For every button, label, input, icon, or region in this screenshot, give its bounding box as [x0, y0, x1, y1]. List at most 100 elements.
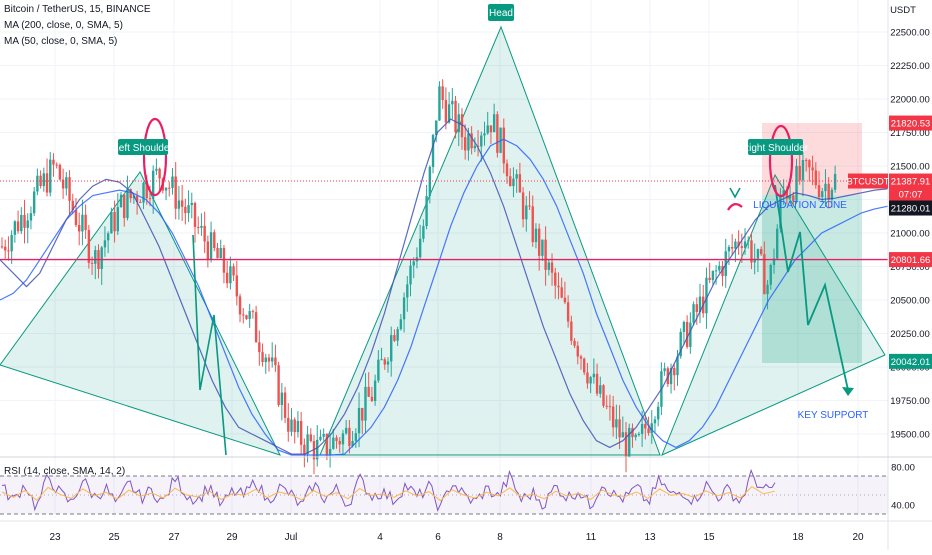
candle-body — [695, 304, 698, 312]
right-shoulder-badge-bg — [748, 139, 803, 155]
candle-body — [492, 114, 496, 133]
candle-body — [71, 200, 74, 210]
candle-body — [592, 373, 596, 378]
candle-body — [319, 436, 322, 440]
candle-body — [611, 406, 615, 428]
liquidation-zone-label: LIQUIDATION ZONE — [753, 200, 847, 211]
candle-body — [515, 174, 518, 179]
candle-body — [483, 133, 486, 136]
candle-body — [412, 261, 415, 266]
candle-body — [65, 177, 68, 189]
candle-body — [431, 134, 435, 167]
candle-body — [489, 125, 493, 133]
y-tick-label: 22000.00 — [890, 95, 930, 106]
price-tag — [889, 173, 932, 189]
candle-body — [824, 183, 827, 192]
candle-body — [13, 221, 17, 235]
candle-body — [274, 357, 277, 366]
candle-body — [132, 195, 136, 199]
candle-body — [270, 357, 274, 362]
candle-body — [84, 214, 87, 231]
candle-body — [467, 133, 470, 151]
candle-body — [821, 191, 824, 198]
candle-body — [361, 407, 364, 421]
candle-body — [26, 220, 29, 228]
rsi-sma-line — [1, 485, 776, 502]
ma200-legend: MA (200, close, 0, SMA, 5) — [4, 20, 123, 31]
candle-body — [669, 368, 673, 385]
candle-body — [460, 114, 464, 138]
candle-body — [232, 266, 235, 276]
candle-body — [390, 335, 393, 362]
candle-body — [737, 241, 740, 247]
candle-body — [618, 419, 621, 438]
candle-body — [830, 189, 834, 200]
candle-body — [624, 432, 628, 457]
candle-body — [422, 226, 425, 239]
candle-body — [348, 427, 351, 446]
candle-body — [216, 248, 219, 259]
candle-body — [833, 173, 837, 190]
candle-body — [518, 174, 522, 193]
symbol-legend: Bitcoin / TetherUS, 15, BINANCE — [4, 4, 151, 15]
candle-body — [45, 173, 49, 193]
candle-body — [174, 176, 177, 209]
candle-body — [560, 287, 563, 298]
candle-body — [248, 311, 251, 319]
candle-body — [776, 228, 779, 259]
candle-body — [811, 167, 814, 171]
candle-body — [383, 359, 386, 365]
candle-body — [782, 190, 785, 197]
candle-body — [155, 168, 158, 171]
candle-body — [402, 297, 406, 320]
candle-body — [644, 423, 647, 429]
candle-body — [554, 272, 557, 286]
candle-body — [177, 200, 181, 209]
y-tick-label: 20750.00 — [890, 262, 930, 273]
candle-body — [129, 189, 132, 199]
candle-body — [242, 314, 245, 316]
liquidation-zone-box — [762, 123, 862, 195]
price-tag — [889, 186, 932, 202]
candle-body — [235, 275, 239, 297]
candle-body — [595, 373, 599, 394]
x-tick-label: 23 — [49, 532, 61, 543]
candle-body — [628, 427, 631, 457]
candle-body — [306, 434, 309, 455]
candle-body — [441, 86, 444, 101]
candle-body — [528, 205, 531, 207]
candle-body — [58, 164, 62, 180]
candle-body — [190, 202, 193, 206]
candle-body — [74, 209, 78, 226]
candle-body — [521, 192, 525, 220]
candle-body — [698, 296, 702, 312]
left-shoulder-badge: Left Shoulder — [113, 143, 173, 154]
candle-body — [7, 250, 10, 252]
candle-body — [576, 345, 579, 357]
price-tag-text: 20801.66 — [891, 255, 931, 266]
candle-body — [139, 202, 142, 204]
candle-body — [486, 125, 489, 134]
y-tick-label: 20250.00 — [890, 329, 930, 340]
candle-body — [788, 195, 792, 199]
candle-body — [721, 265, 724, 276]
right-shoulder-circle — [768, 124, 794, 198]
y-tick-label: 21750.00 — [890, 128, 930, 139]
projection-path-right — [774, 184, 849, 391]
candle-body — [759, 249, 763, 255]
candle-body — [570, 321, 573, 341]
candle-body — [798, 165, 801, 181]
candle-body — [354, 433, 358, 441]
candle-body — [364, 386, 367, 421]
candle-body — [380, 359, 383, 361]
candle-body — [312, 441, 316, 460]
y-tick-label: 19500.00 — [890, 430, 930, 441]
candle-body — [544, 239, 547, 270]
candle-body — [209, 232, 213, 261]
y-tick-label: 21500.00 — [890, 162, 930, 173]
candle-body — [87, 230, 91, 263]
candle-body — [197, 226, 200, 228]
candle-body — [447, 104, 451, 123]
